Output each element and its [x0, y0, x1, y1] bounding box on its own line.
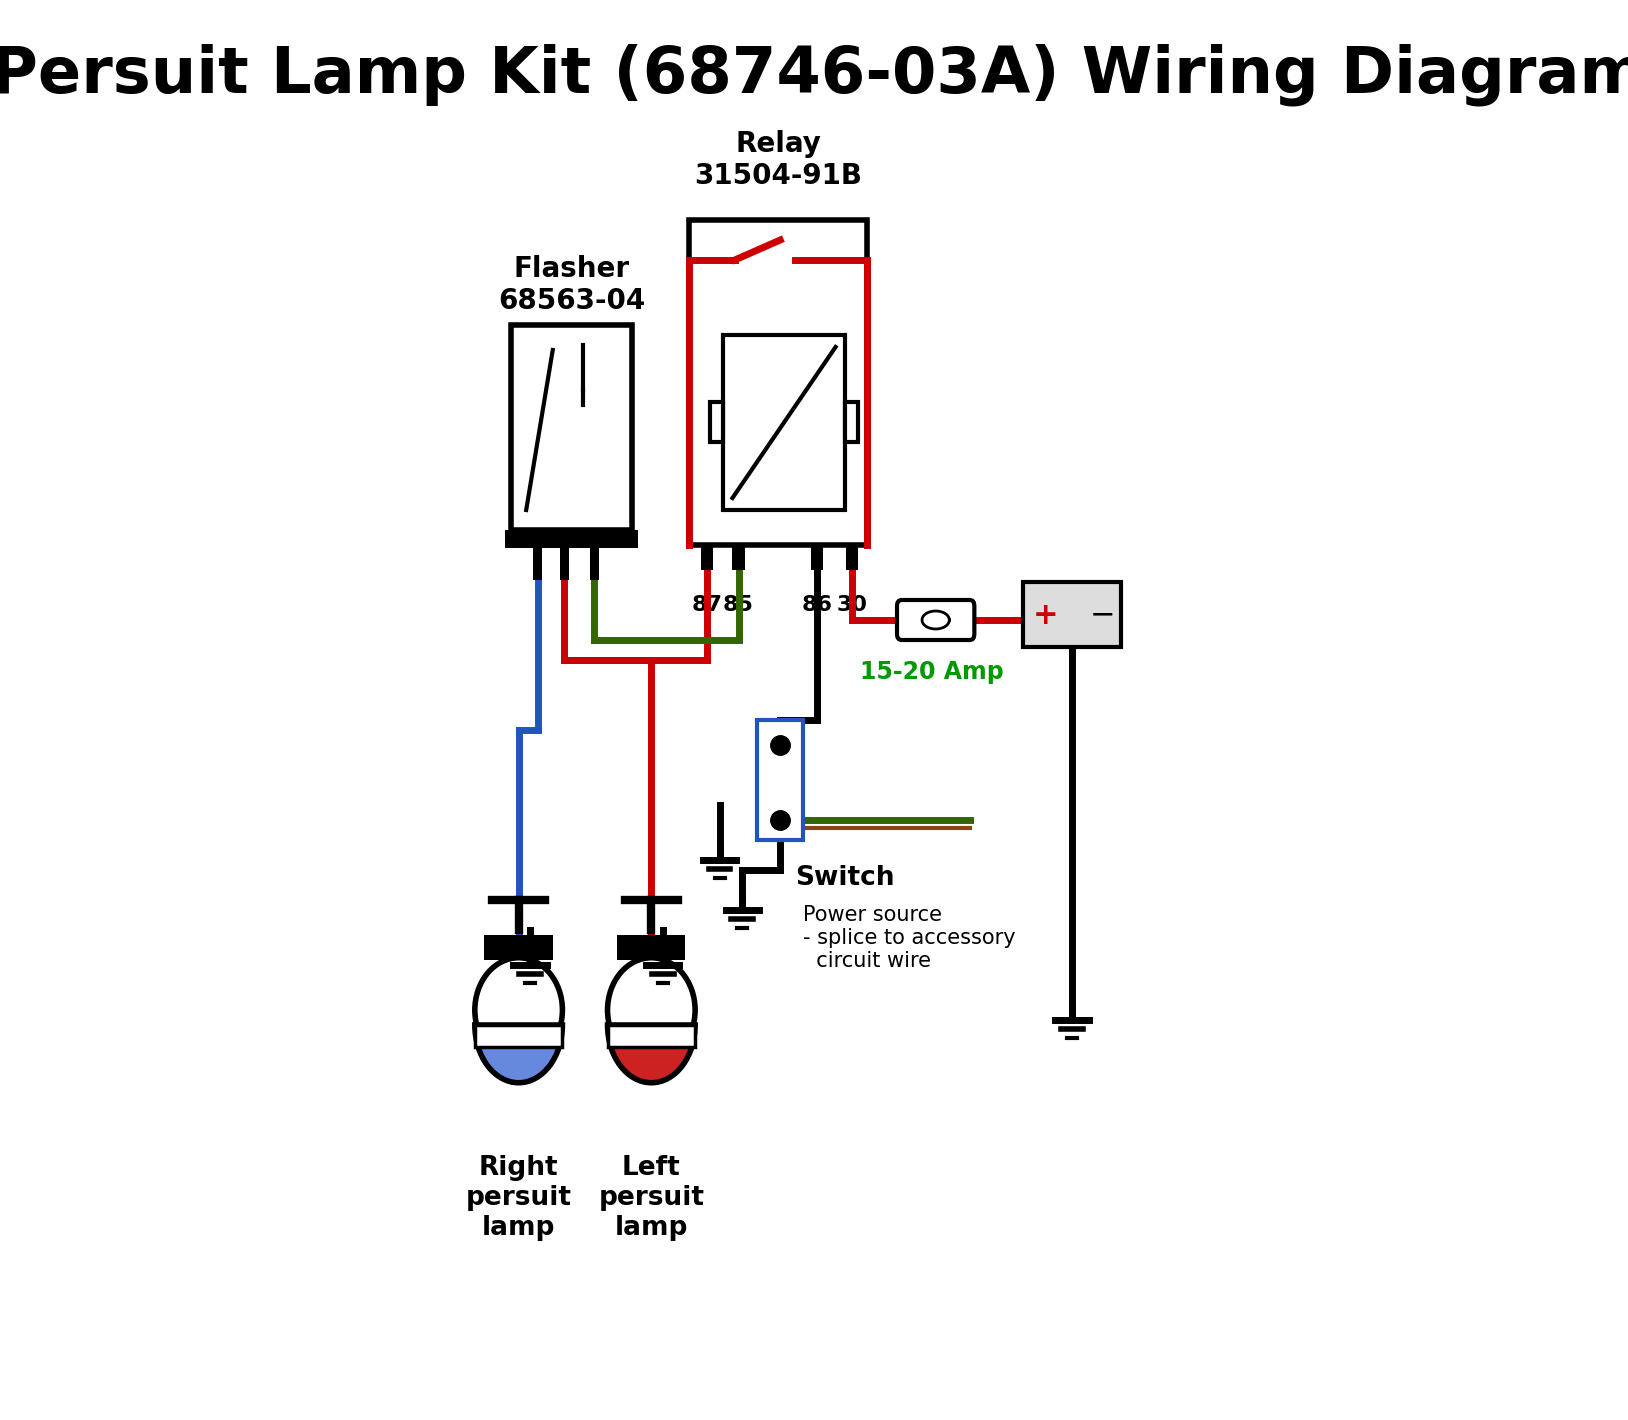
Text: 86: 86 — [801, 595, 832, 615]
Ellipse shape — [475, 957, 562, 1062]
Text: Switch: Switch — [796, 865, 895, 890]
Bar — [475, 1025, 562, 1047]
Text: 85: 85 — [723, 595, 754, 615]
Bar — [532, 548, 542, 579]
Bar — [700, 545, 713, 569]
Bar — [847, 545, 858, 569]
Ellipse shape — [607, 957, 695, 1062]
Bar — [617, 934, 685, 960]
Text: −: − — [1089, 601, 1115, 629]
Bar — [689, 220, 868, 545]
Bar — [589, 548, 599, 579]
Text: Relay
31504-91B: Relay 31504-91B — [694, 129, 861, 190]
Bar — [757, 720, 803, 841]
Wedge shape — [475, 1025, 562, 1082]
Bar — [560, 548, 568, 579]
Text: +: + — [1032, 601, 1058, 629]
FancyBboxPatch shape — [897, 601, 974, 640]
Bar — [505, 530, 638, 548]
Bar — [733, 545, 744, 569]
Text: Right
persuit
lamp: Right persuit lamp — [466, 1154, 571, 1241]
Text: 30: 30 — [837, 595, 868, 615]
Wedge shape — [607, 1025, 695, 1082]
Text: 15-20 Amp: 15-20 Amp — [860, 660, 1004, 684]
Bar — [723, 335, 845, 510]
Bar — [811, 545, 822, 569]
Bar — [485, 934, 554, 960]
Text: Power source
- splice to accessory
  circuit wire: Power source - splice to accessory circu… — [803, 905, 1016, 971]
Text: Left
persuit
lamp: Left persuit lamp — [599, 1154, 705, 1241]
Bar — [710, 402, 723, 442]
Bar — [845, 402, 858, 442]
Text: 87: 87 — [692, 595, 723, 615]
Bar — [511, 325, 632, 530]
Text: Persuit Lamp Kit (68746-03A) Wiring Diagram: Persuit Lamp Kit (68746-03A) Wiring Diag… — [0, 44, 1628, 106]
Bar — [607, 1025, 695, 1047]
Bar — [1022, 582, 1122, 648]
Text: Flasher
68563-04: Flasher 68563-04 — [498, 254, 645, 315]
